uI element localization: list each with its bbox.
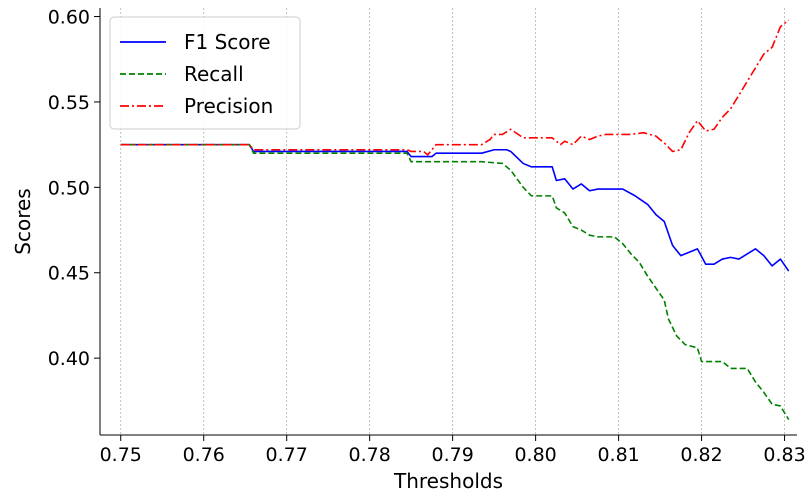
y-axis-label: Scores [11,188,35,254]
legend-label: Precision [184,94,273,118]
x-tick-label: 0.79 [431,444,473,466]
series-line-f1-score [120,143,790,272]
y-tick-label: 0.45 [48,263,90,285]
axes [99,8,797,436]
series-line-recall [120,143,790,421]
x-axis-label: Thresholds [393,469,503,493]
y-tick-label: 0.50 [48,177,90,199]
legend-box [109,16,301,130]
y-tick-label: 0.40 [48,348,90,370]
x-tick-label: 0.83 [763,444,805,466]
legend-label: Recall [184,62,244,86]
x-tick-label: 0.80 [514,444,556,466]
gridlines [120,8,785,435]
x-tick-label: 0.82 [680,444,722,466]
legend-label: F1 Score [184,30,271,54]
x-tick-label: 0.81 [597,444,639,466]
legend: F1 Score Recall Precision [109,16,301,130]
x-tick-label: 0.76 [183,444,225,466]
x-tick-label: 0.77 [266,444,308,466]
y-tick-label: 0.60 [48,7,90,29]
series-line-precision [120,19,790,156]
x-axis-ticks: 0.75 0.76 0.77 0.78 0.79 0.80 0.81 0.82 0.83 [100,435,806,466]
y-axis-ticks: 0.40 0.45 0.50 0.55 0.60 [48,7,100,370]
x-tick-label: 0.75 [100,444,142,466]
y-tick-label: 0.55 [48,92,90,114]
series-lines [120,19,790,421]
x-tick-label: 0.78 [349,444,391,466]
